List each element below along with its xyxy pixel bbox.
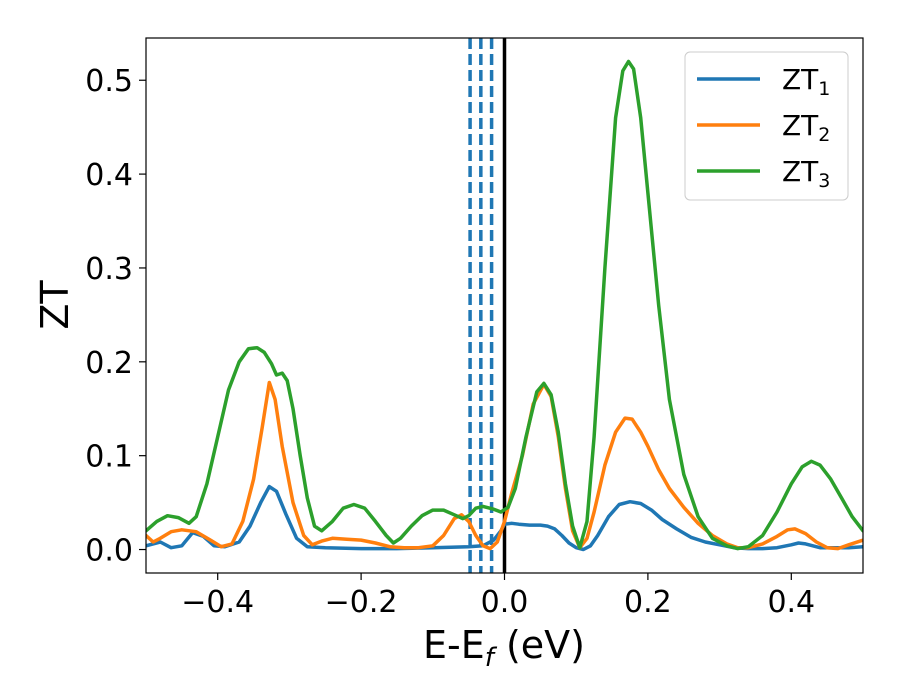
y-tick-label: 0.3 xyxy=(85,252,133,287)
y-tick-label: 0.1 xyxy=(85,440,133,475)
legend-label-zt2: ZT2 xyxy=(782,109,830,146)
y-axis-label: ZT xyxy=(33,280,77,330)
y-tick-label: 0.5 xyxy=(85,64,133,99)
x-tick-label: 0.0 xyxy=(481,585,529,620)
x-tick-label: −0.4 xyxy=(181,585,254,620)
x-axis-ticks: −0.4 −0.2 0.0 0.2 0.4 xyxy=(181,573,815,620)
y-tick-label: 0.4 xyxy=(85,158,133,193)
y-tick-label: 0.0 xyxy=(85,534,133,569)
x-tick-label: 0.4 xyxy=(767,585,815,620)
y-axis-ticks: 0.0 0.1 0.2 0.3 0.4 0.5 xyxy=(85,64,146,569)
x-tick-label: 0.2 xyxy=(624,585,672,620)
series-layer xyxy=(146,59,863,552)
x-axis-label: E-Ef (eV) xyxy=(423,623,585,673)
legend: ZT1 ZT2 ZT3 xyxy=(684,51,849,201)
reference-lines xyxy=(468,38,507,573)
x-tick-label: −0.2 xyxy=(325,585,398,620)
legend-label-zt1: ZT1 xyxy=(782,63,830,100)
legend-label-zt3: ZT3 xyxy=(782,155,830,192)
y-tick-label: 0.2 xyxy=(85,346,133,381)
series-line-zt3 xyxy=(146,59,863,551)
legend-box xyxy=(684,51,849,201)
